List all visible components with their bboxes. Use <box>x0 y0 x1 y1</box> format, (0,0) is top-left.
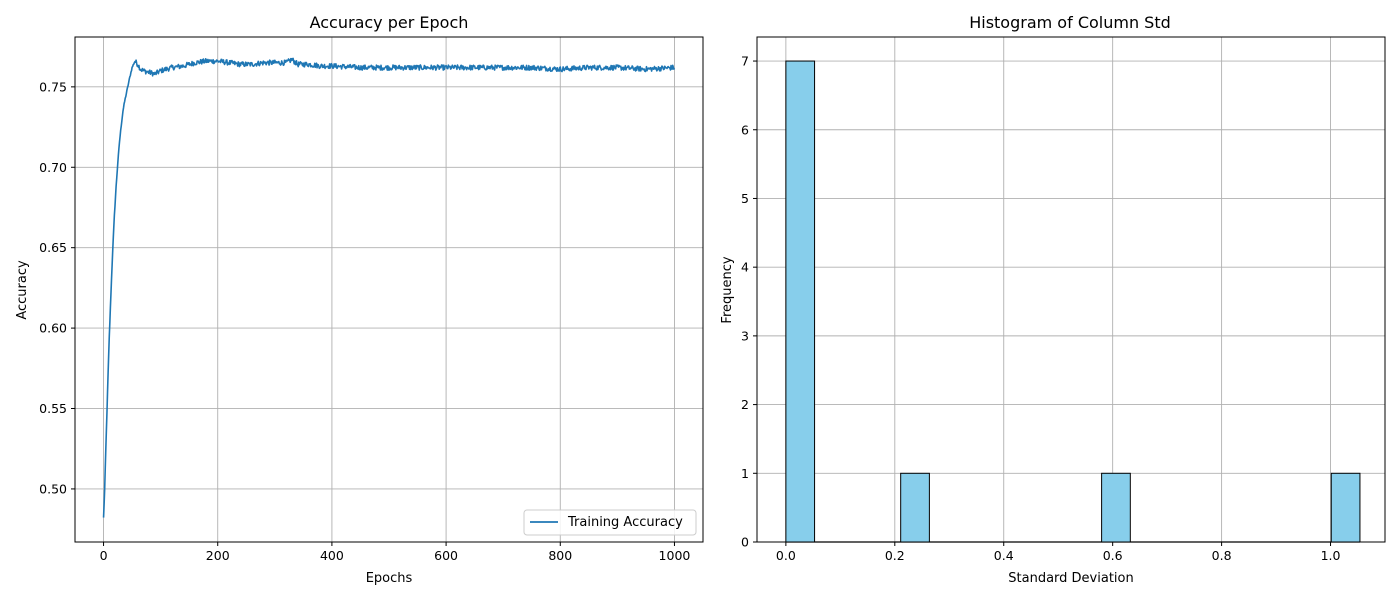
accuracy-y-tick-label: 0.65 <box>39 240 67 255</box>
histogram-bar <box>900 472 930 543</box>
accuracy-y-tick-label: 0.50 <box>39 481 67 496</box>
accuracy-legend: Training Accuracy <box>523 509 697 536</box>
histogram-y-tick-label: 2 <box>741 397 749 412</box>
legend-training-accuracy: Training Accuracy <box>567 515 683 530</box>
histogram-x-tick-label: 1.0 <box>1321 548 1341 563</box>
accuracy-grid <box>75 37 703 542</box>
histogram-y-ticks: 0 1 2 3 4 5 6 7 <box>741 54 757 550</box>
accuracy-x-tick-label: 800 <box>548 548 572 563</box>
accuracy-chart: Accuracy per Epoch 0 200 400 600 800 1000 0.5… <box>15 13 704 586</box>
histogram-bar <box>1101 472 1131 543</box>
histogram-y-axis-label: Frequency <box>720 256 735 323</box>
histogram-x-tick-label: 0.0 <box>776 548 796 563</box>
accuracy-x-tick-label: 400 <box>320 548 344 563</box>
histogram-y-tick-label: 4 <box>741 260 749 275</box>
histogram-bar <box>1330 472 1361 543</box>
std-histogram-chart: Histogram of Column Std 0.0 0.2 0.4 0.6 0.8 1… <box>720 13 1386 586</box>
histogram-y-tick-label: 1 <box>741 466 749 481</box>
accuracy-y-ticks: 0.50 0.55 0.60 0.65 0.70 0.75 <box>39 79 75 496</box>
accuracy-y-tick-label: 0.75 <box>39 79 67 94</box>
accuracy-plot-frame <box>74 36 704 543</box>
histogram-y-tick-label: 6 <box>741 122 749 137</box>
accuracy-x-tick-label: 200 <box>206 548 230 563</box>
histogram-x-ticks: 0.0 0.2 0.4 0.6 0.8 1.0 <box>776 542 1341 563</box>
histogram-x-tick-label: 0.8 <box>1212 548 1232 563</box>
accuracy-y-tick-label: 0.70 <box>39 160 67 175</box>
histogram-y-tick-label: 5 <box>741 191 749 206</box>
training-accuracy-line <box>102 57 676 518</box>
legend-box <box>523 509 697 536</box>
histogram-y-tick-label: 0 <box>741 535 749 550</box>
accuracy-y-tick-label: 0.55 <box>39 401 67 416</box>
accuracy-x-ticks: 0 200 400 600 800 1000 <box>100 542 691 563</box>
histogram-plot-frame <box>756 36 1386 543</box>
accuracy-x-tick-label: 0 <box>100 548 108 563</box>
accuracy-x-tick-label: 1000 <box>659 548 691 563</box>
histogram-grid <box>757 37 1385 543</box>
histogram-x-tick-label: 0.4 <box>994 548 1014 563</box>
accuracy-x-tick-label: 600 <box>434 548 458 563</box>
histogram-y-tick-label: 7 <box>741 54 749 69</box>
histogram-bar <box>785 60 816 543</box>
histogram-x-tick-label: 0.6 <box>1103 548 1123 563</box>
histogram-y-tick-label: 3 <box>741 328 749 343</box>
accuracy-x-axis-label: Epochs <box>366 571 413 586</box>
histogram-x-axis-label: Standard Deviation <box>1008 571 1133 586</box>
histogram-title: Histogram of Column Std <box>969 13 1171 32</box>
accuracy-chart-title: Accuracy per Epoch <box>310 13 469 32</box>
accuracy-y-tick-label: 0.60 <box>39 321 67 336</box>
histogram-bars <box>785 60 1361 543</box>
accuracy-y-axis-label: Accuracy <box>15 260 30 320</box>
histogram-x-tick-label: 0.2 <box>885 548 905 563</box>
